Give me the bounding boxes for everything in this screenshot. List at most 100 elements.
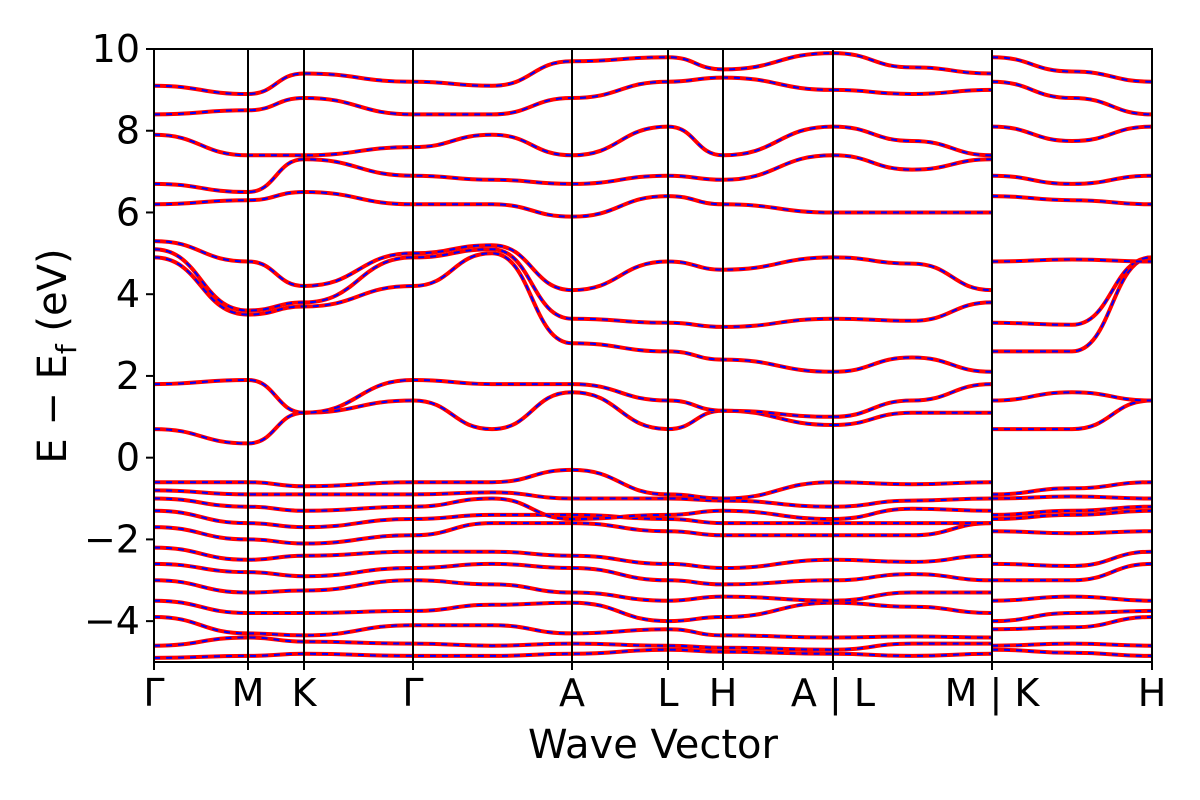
band-line-blue — [832, 591, 992, 602]
band-line-blue — [832, 256, 993, 292]
band-line-blue — [154, 252, 834, 373]
band-line-blue — [832, 481, 993, 486]
band-line-red — [832, 153, 993, 172]
y-tick-label: 6 — [116, 190, 140, 234]
band-line-red — [154, 377, 834, 419]
x-tick-label: H — [1138, 671, 1167, 715]
y-axis-title-sub: f — [50, 343, 83, 354]
band-line-red — [991, 255, 1152, 327]
band-line-blue — [991, 595, 1152, 602]
band-line-blue — [154, 489, 834, 508]
band-line-blue — [991, 258, 1152, 263]
x-tick-label: Γ — [402, 671, 423, 715]
band-line-blue — [832, 301, 993, 322]
x-tick-label: H — [709, 671, 738, 715]
band-line-blue — [832, 411, 992, 426]
band-line-blue — [991, 509, 1152, 520]
band-line-blue — [991, 550, 1152, 568]
band-line-red — [154, 390, 834, 446]
band-line-blue — [832, 125, 993, 157]
band-line-blue — [154, 76, 834, 116]
x-tick-label: M | K — [945, 671, 1041, 716]
band-line-blue — [991, 495, 1152, 500]
band-line-red — [154, 124, 834, 158]
band-line-red — [832, 355, 993, 374]
bands-layer — [154, 51, 1152, 660]
band-line-blue — [832, 652, 993, 657]
band-line-blue — [832, 154, 993, 171]
band-line-blue — [991, 256, 1152, 326]
band-line-blue — [154, 240, 834, 292]
band-line-red — [991, 79, 1152, 117]
band-line-blue — [154, 522, 833, 545]
band-line-blue — [832, 88, 993, 96]
band-line-blue — [991, 530, 1152, 535]
x-tick-label: A — [559, 671, 585, 715]
band-line-blue — [832, 573, 993, 582]
y-tick-label: −2 — [84, 517, 140, 561]
plot-frame — [153, 48, 1153, 663]
band-line-blue — [832, 554, 993, 563]
band-line-blue — [991, 481, 1152, 496]
band-line-blue — [991, 174, 1152, 185]
band-line-blue — [154, 248, 834, 328]
band-line-blue — [154, 52, 834, 96]
band-line-blue — [154, 154, 834, 194]
band-line-blue — [154, 190, 834, 218]
high-symmetry-lines — [247, 49, 993, 662]
band-line-blue — [154, 616, 834, 639]
band-line-red — [832, 124, 993, 158]
band-line-blue — [991, 195, 1152, 206]
y-axis-title: E − Ef (eV) — [30, 248, 83, 463]
band-line-red — [154, 153, 834, 195]
x-tick-label: M — [232, 671, 265, 715]
band-line-blue — [154, 546, 834, 570]
band-line-blue — [991, 56, 1152, 83]
band-line-blue — [991, 562, 1152, 582]
band-line-blue — [991, 125, 1152, 143]
band-line-blue — [154, 562, 834, 586]
y-axis-title-main: E − E — [30, 354, 76, 464]
band-line-blue — [154, 599, 834, 623]
band-line-blue — [154, 636, 834, 651]
band-line-blue — [991, 505, 1152, 516]
band-line-blue — [832, 522, 993, 537]
band-line-red — [154, 598, 834, 624]
band-line-blue — [832, 52, 993, 75]
y-axis-ticks: −4 −2 0 2 4 6 8 10 — [84, 27, 154, 643]
x-axis-title: Wave Vector — [528, 722, 779, 768]
band-line-blue — [992, 399, 1152, 431]
y-tick-label: 4 — [116, 272, 140, 316]
band-line-blue — [154, 497, 834, 521]
band-line-blue — [832, 507, 993, 520]
y-tick-label: 0 — [116, 436, 140, 480]
band-line-blue — [832, 635, 993, 639]
band-line-blue — [991, 642, 1152, 647]
band-line-red — [154, 51, 834, 97]
band-line-blue — [991, 648, 1152, 657]
band-line-blue — [991, 80, 1152, 116]
band-line-blue — [154, 648, 834, 659]
band-line-red — [832, 255, 993, 293]
y-axis-title-unit: (eV) — [30, 248, 76, 344]
x-tick-label: L — [657, 671, 678, 715]
y-tick-label: 8 — [116, 109, 140, 153]
band-line-blue — [832, 383, 993, 418]
band-line-blue — [154, 468, 834, 500]
band-line-red — [154, 75, 834, 117]
x-tick-label: K — [292, 671, 318, 715]
band-line-blue — [991, 616, 1152, 631]
band-line-blue — [154, 125, 834, 157]
band-line-red — [992, 398, 1152, 432]
y-tick-label: −4 — [84, 599, 140, 643]
band-line-blue — [154, 509, 833, 529]
band-line-blue — [832, 356, 993, 373]
band-line-blue — [832, 642, 992, 651]
y-tick-label: 2 — [116, 354, 140, 398]
plot-border — [153, 48, 1153, 663]
band-line-blue — [832, 601, 993, 614]
band-line-blue — [154, 391, 834, 445]
band-line-red — [832, 590, 992, 603]
